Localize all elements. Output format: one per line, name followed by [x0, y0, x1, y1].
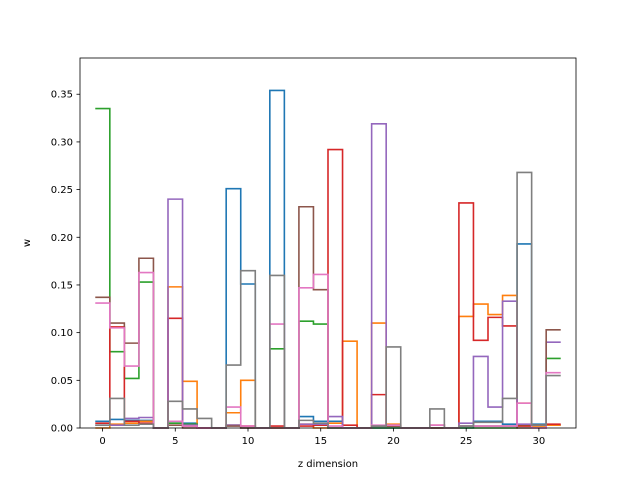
y-tick-label: 0.20 — [51, 233, 73, 244]
y-tick-label: 0.25 — [51, 185, 73, 196]
x-axis-label: z dimension — [298, 459, 358, 470]
series-line-7 — [95, 271, 561, 429]
series-layer — [95, 89, 561, 429]
x-tick-label: 10 — [242, 436, 255, 447]
plot-frame — [79, 57, 577, 429]
x-tick-label: 5 — [172, 436, 178, 447]
series-line-5 — [95, 123, 561, 429]
x-tick-label: 20 — [387, 436, 400, 447]
x-tick-label: 0 — [99, 436, 105, 447]
y-tick-label: 0.05 — [51, 376, 73, 387]
y-axis-label: w — [22, 239, 33, 247]
x-tick-label: 15 — [314, 436, 327, 447]
y-tick-label: 0.00 — [51, 424, 73, 435]
x-tick-label: 25 — [460, 436, 473, 447]
x-tick-label: 30 — [533, 436, 546, 447]
x-axis: 0 5 10 15 20 25 30 — [99, 428, 545, 447]
y-tick-label: 0.10 — [51, 328, 73, 339]
series-line-8 — [95, 171, 561, 429]
y-tick-label: 0.15 — [51, 280, 73, 291]
y-axis: 0.00 0.05 0.10 0.15 0.20 0.25 0.30 0.35 — [51, 90, 80, 435]
y-tick-label: 0.35 — [51, 90, 73, 101]
y-tick-label: 0.30 — [51, 137, 73, 148]
